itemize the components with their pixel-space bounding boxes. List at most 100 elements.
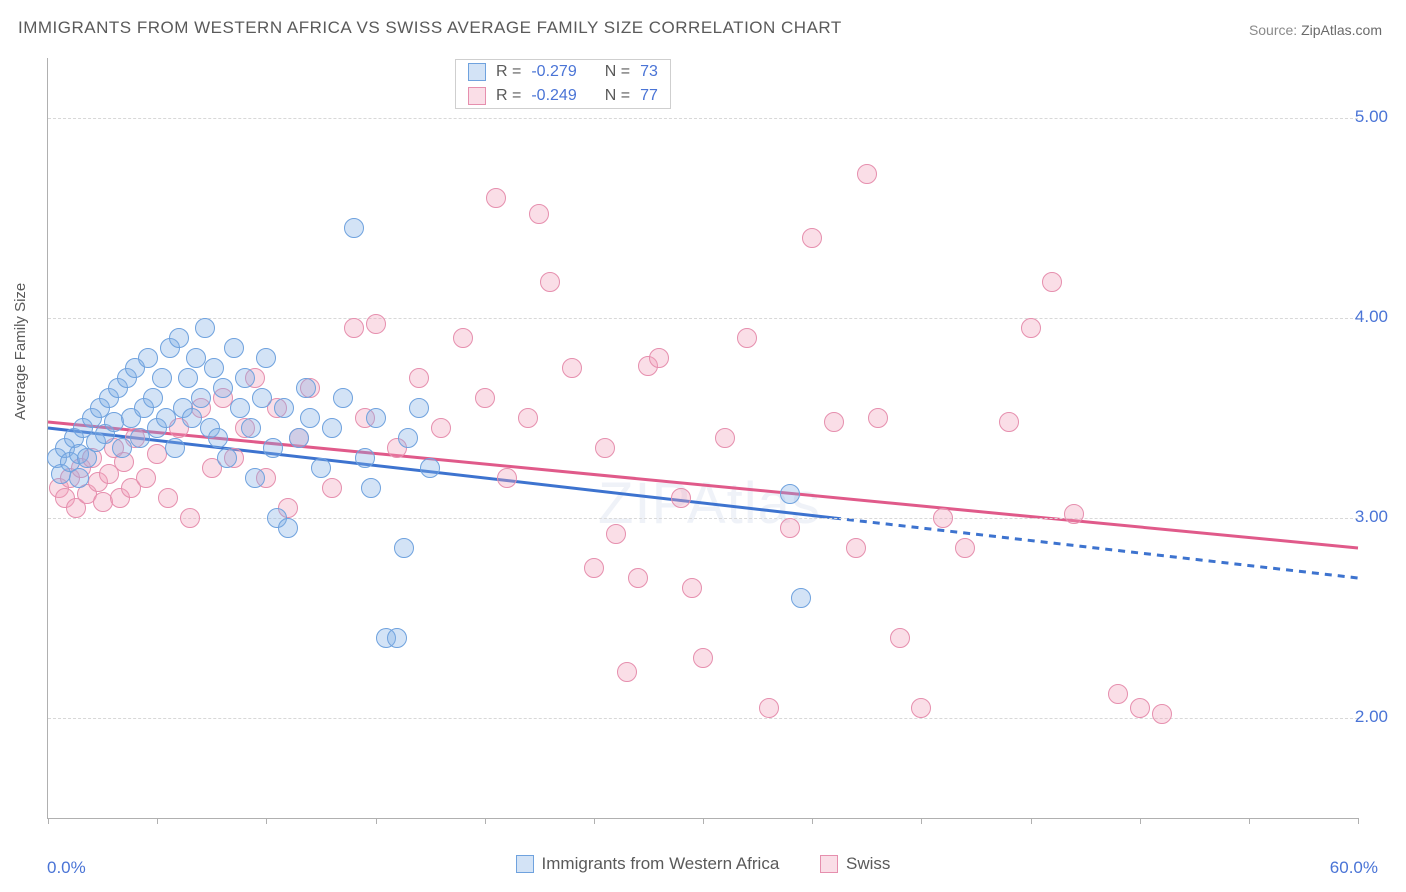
data-point-blue <box>195 318 215 338</box>
data-point-pink <box>1108 684 1128 704</box>
data-point-blue <box>263 438 283 458</box>
r-value-blue: -0.279 <box>531 63 576 81</box>
data-point-blue <box>191 388 211 408</box>
data-point-blue <box>256 348 276 368</box>
data-point-pink <box>497 468 517 488</box>
data-point-blue <box>311 458 331 478</box>
n-label: N = <box>605 63 630 81</box>
data-point-blue <box>300 408 320 428</box>
data-point-pink <box>529 204 549 224</box>
data-point-pink <box>584 558 604 578</box>
data-point-blue <box>780 484 800 504</box>
data-point-pink <box>911 698 931 718</box>
data-point-blue <box>274 398 294 418</box>
legend-series: Immigrants from Western Africa Swiss <box>0 854 1406 878</box>
data-point-pink <box>136 468 156 488</box>
legend-swatch-blue <box>468 63 486 81</box>
data-point-blue <box>355 448 375 468</box>
legend-label-pink: Swiss <box>846 854 890 874</box>
legend-stats-row-blue: R = -0.279 N = 73 <box>456 60 670 84</box>
data-point-pink <box>431 418 451 438</box>
source-label: Source: <box>1249 22 1297 38</box>
data-point-pink <box>857 164 877 184</box>
data-point-blue <box>289 428 309 448</box>
data-point-blue <box>245 468 265 488</box>
data-point-pink <box>715 428 735 448</box>
x-tick <box>812 818 813 824</box>
legend-label-blue: Immigrants from Western Africa <box>542 854 780 874</box>
x-tick <box>594 818 595 824</box>
y-tick-label: 5.00 <box>1355 107 1388 127</box>
x-axis-max-label: 60.0% <box>1330 858 1378 878</box>
data-point-pink <box>158 488 178 508</box>
legend-item-blue: Immigrants from Western Africa <box>516 854 780 874</box>
data-point-pink <box>366 314 386 334</box>
data-point-blue <box>152 368 172 388</box>
data-point-pink <box>344 318 364 338</box>
data-point-pink <box>540 272 560 292</box>
data-point-pink <box>1064 504 1084 524</box>
data-point-pink <box>671 488 691 508</box>
data-point-pink <box>486 188 506 208</box>
x-axis-min-label: 0.0% <box>47 858 86 878</box>
grid-line <box>48 518 1358 519</box>
data-point-pink <box>737 328 757 348</box>
data-point-pink <box>890 628 910 648</box>
x-tick <box>48 818 49 824</box>
data-point-blue <box>169 328 189 348</box>
data-point-blue <box>278 518 298 538</box>
data-point-pink <box>180 508 200 528</box>
data-point-pink <box>409 368 429 388</box>
legend-swatch-pink <box>820 855 838 873</box>
data-point-blue <box>398 428 418 448</box>
data-point-pink <box>999 412 1019 432</box>
r-label: R = <box>496 63 521 81</box>
data-point-blue <box>204 358 224 378</box>
data-point-pink <box>693 648 713 668</box>
r-label: R = <box>496 87 521 105</box>
source-attribution: Source: ZipAtlas.com <box>1249 22 1382 38</box>
chart-title: IMMIGRANTS FROM WESTERN AFRICA VS SWISS … <box>18 18 842 38</box>
x-tick <box>376 818 377 824</box>
x-tick <box>703 818 704 824</box>
data-point-blue <box>213 378 233 398</box>
legend-swatch-pink <box>468 87 486 105</box>
data-point-pink <box>562 358 582 378</box>
data-point-blue <box>224 338 244 358</box>
n-value-blue: 73 <box>640 63 658 81</box>
data-point-pink <box>595 438 615 458</box>
x-tick <box>485 818 486 824</box>
data-point-pink <box>933 508 953 528</box>
x-tick <box>1031 818 1032 824</box>
r-value-pink: -0.249 <box>531 87 576 105</box>
data-point-pink <box>1021 318 1041 338</box>
y-tick-label: 4.00 <box>1355 307 1388 327</box>
data-point-blue <box>344 218 364 238</box>
x-tick <box>266 818 267 824</box>
data-point-pink <box>1130 698 1150 718</box>
data-point-blue <box>217 448 237 468</box>
data-point-blue <box>165 438 185 458</box>
data-point-blue <box>296 378 316 398</box>
data-point-blue <box>208 428 228 448</box>
x-tick <box>157 818 158 824</box>
source-value: ZipAtlas.com <box>1301 22 1382 38</box>
data-point-blue <box>230 398 250 418</box>
n-value-pink: 77 <box>640 87 658 105</box>
legend-stats-row-pink: R = -0.249 N = 77 <box>456 84 670 108</box>
y-axis-label: Average Family Size <box>12 283 29 420</box>
data-point-pink <box>802 228 822 248</box>
data-point-blue <box>791 588 811 608</box>
data-point-blue <box>178 368 198 388</box>
data-point-pink <box>453 328 473 348</box>
data-point-pink <box>1042 272 1062 292</box>
data-point-blue <box>322 418 342 438</box>
y-tick-label: 3.00 <box>1355 507 1388 527</box>
data-point-pink <box>475 388 495 408</box>
data-point-pink <box>824 412 844 432</box>
data-point-blue <box>409 398 429 418</box>
data-point-pink <box>606 524 626 544</box>
data-point-pink <box>628 568 648 588</box>
data-point-blue <box>394 538 414 558</box>
data-point-pink <box>649 348 669 368</box>
